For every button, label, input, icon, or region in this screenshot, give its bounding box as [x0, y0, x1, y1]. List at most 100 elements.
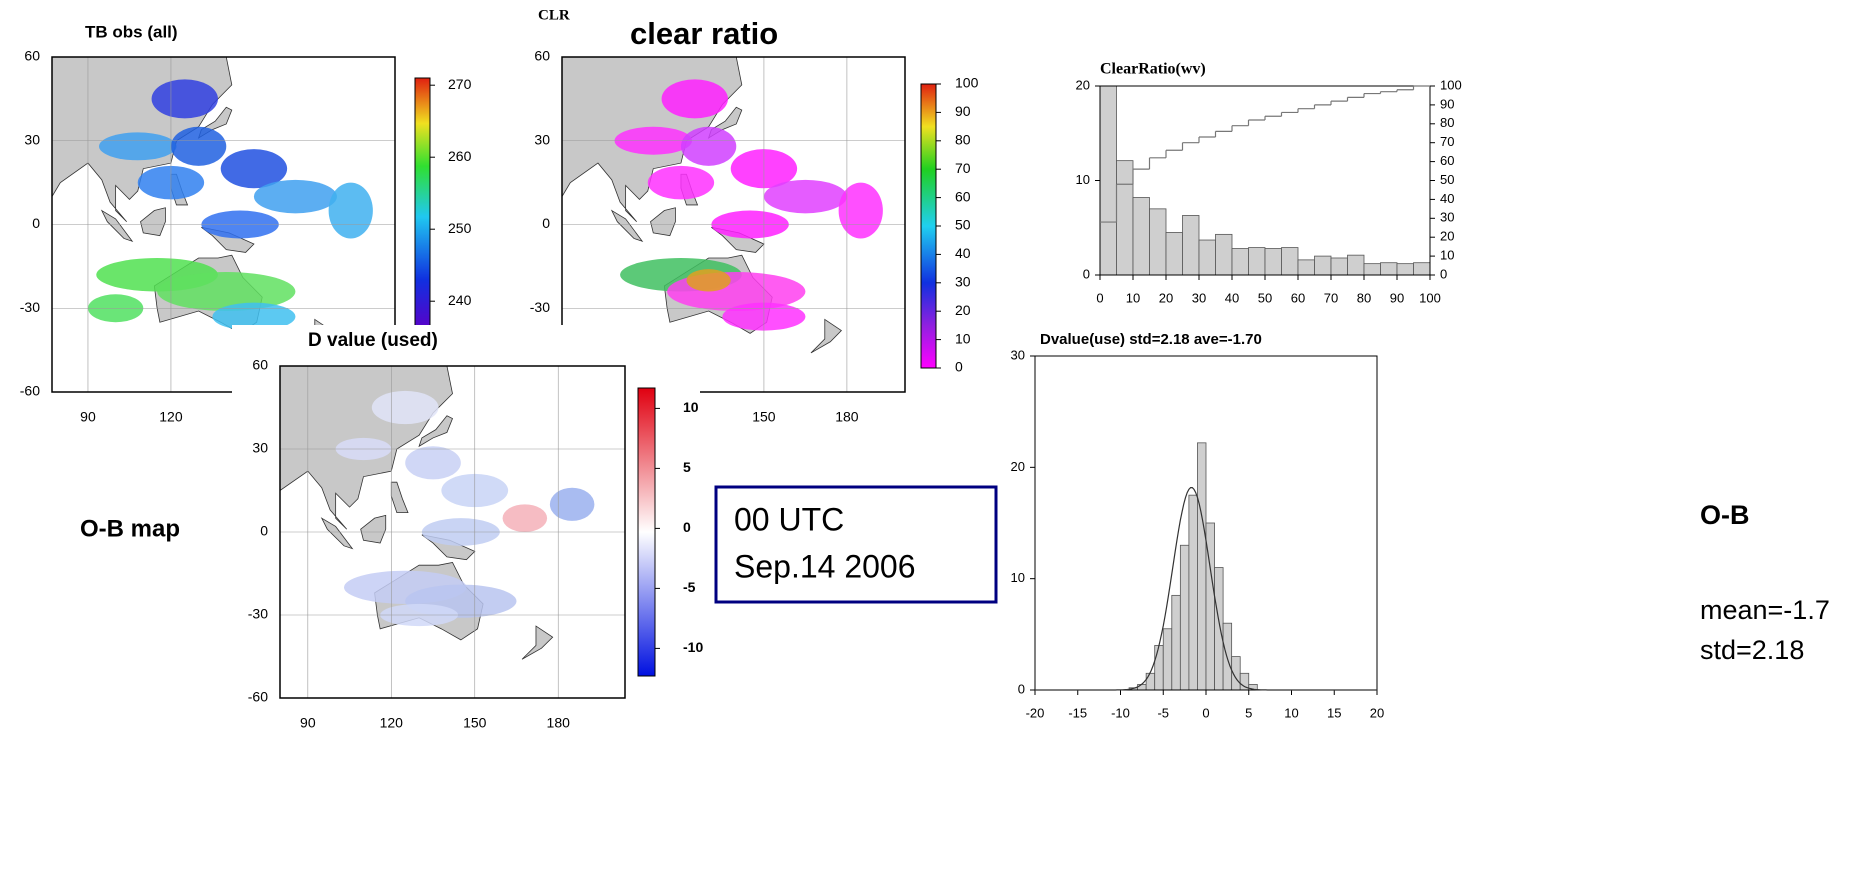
y2-tick-label: 30: [1440, 210, 1454, 225]
histogram-bar: [1165, 232, 1183, 276]
y-tick-label: 10: [1011, 570, 1025, 585]
y2-tick-label: 100: [1440, 77, 1462, 92]
x-tick-label: 30: [1192, 290, 1206, 305]
y-tick-label: 30: [252, 440, 268, 456]
y-tick-label: 60: [252, 357, 268, 373]
annotation: std=2.18: [1700, 635, 1804, 665]
y-tick-label: -60: [20, 383, 40, 399]
x-tick-label: 120: [159, 409, 183, 425]
y2-tick-label: 60: [1440, 153, 1454, 168]
y-tick-label: -30: [20, 299, 40, 315]
histogram-bar: [1281, 247, 1299, 276]
map-panel: 90 120 150 180 -60 -30 0 30 60 D value (used) -10 -…: [80, 325, 703, 871]
land: [650, 207, 676, 237]
x-tick-label: 150: [463, 715, 487, 731]
colorbar-label: 260: [448, 148, 472, 164]
observation-cluster: [170, 126, 227, 166]
colorbar-label: 40: [955, 245, 971, 261]
histogram-bar: [1132, 197, 1150, 276]
observation-cluster: [549, 487, 595, 521]
observation-cluster: [253, 179, 337, 214]
x-tick-label: 0: [1096, 290, 1103, 305]
y2-tick-label: 0: [1440, 266, 1447, 281]
land: [418, 415, 454, 448]
histogram-bar: [1179, 544, 1190, 691]
y-tick-label: 0: [1018, 681, 1025, 696]
observation-cluster: [371, 390, 439, 425]
y-tick-label: 60: [24, 48, 40, 64]
histogram-bar: [1248, 247, 1266, 276]
map-area: [52, 57, 395, 392]
y-tick-label: 0: [542, 215, 550, 231]
x-tick-label: 10: [1284, 705, 1298, 720]
x-tick-label: 70: [1324, 290, 1338, 305]
observation-cluster: [661, 79, 728, 119]
y-tick-label: 0: [1083, 266, 1090, 281]
colorbar-label: 20: [955, 302, 971, 318]
map-area: [280, 366, 625, 698]
colorbar: [637, 387, 656, 677]
x-tick-label: 20: [1370, 705, 1384, 720]
y2-tick-label: 70: [1440, 134, 1454, 149]
observation-cluster: [157, 271, 296, 312]
y-tick-label: 30: [534, 131, 550, 147]
observation-cluster: [686, 269, 731, 292]
observation-cluster: [405, 446, 461, 480]
observation-cluster: [763, 179, 847, 214]
histogram-bar: [1363, 263, 1381, 276]
map-title: D value (used): [308, 330, 438, 351]
x-tick-label: 180: [835, 409, 859, 425]
observation-cluster: [647, 165, 715, 200]
observation-cluster: [328, 182, 373, 239]
colorbar-label: -5: [683, 579, 696, 595]
colorbar-label: 100: [955, 75, 979, 91]
map-frame: [561, 56, 906, 393]
histogram-bar: [1380, 262, 1398, 276]
histogram-bar: [1099, 85, 1117, 276]
y2-tick-label: 50: [1440, 172, 1454, 187]
colorbar-label: 10: [955, 330, 971, 346]
colorbar-label: 80: [955, 132, 971, 148]
histogram-bar: [1198, 239, 1216, 276]
histogram-bar: [1264, 248, 1282, 276]
colorbar-label: 240: [448, 292, 472, 308]
histogram-bar: [1149, 208, 1167, 276]
y2-tick-label: 80: [1440, 115, 1454, 130]
colorbar-label: -10: [683, 639, 703, 655]
y-tick-label: -30: [530, 299, 550, 315]
colorbar-label: 60: [955, 188, 971, 204]
histogram-bar: [1314, 255, 1332, 276]
x-tick-label: 60: [1291, 290, 1305, 305]
histogram-bar: [1347, 254, 1365, 276]
observation-cluster: [99, 132, 177, 161]
histogram-bar: [1396, 263, 1414, 276]
land: [810, 318, 843, 354]
histogram-bar: [1330, 257, 1348, 276]
land: [521, 625, 554, 660]
histogram-bar: [1162, 628, 1173, 691]
histogram-bar: [1214, 567, 1224, 691]
colorbar-label: 30: [955, 274, 971, 290]
x-tick-label: 120: [380, 715, 404, 731]
land: [360, 514, 387, 544]
y-tick-label: 30: [1011, 347, 1025, 362]
land: [320, 517, 354, 550]
colorbar-label: 250: [448, 220, 472, 236]
land: [140, 207, 166, 237]
annotation: O-B: [1700, 500, 1750, 530]
annotation: O-B map: [80, 515, 180, 542]
y2-tick-label: 20: [1440, 229, 1454, 244]
histogram-bar: [1188, 494, 1198, 691]
x-tick-label: 20: [1159, 290, 1173, 305]
x-tick-label: 50: [1258, 290, 1272, 305]
time-text: Sep.14 2006: [734, 548, 916, 584]
map-frame: [51, 56, 396, 393]
y-tick-label: 60: [534, 48, 550, 64]
colorbar-label: 10: [683, 399, 699, 415]
x-tick-label: -10: [1111, 705, 1130, 720]
x-tick-label: 180: [547, 715, 571, 731]
map-panel: 90 120 -60 -30 0 30 60 TB obs (all) 240 250 260 270: [20, 22, 472, 424]
x-tick-label: 100: [1419, 290, 1441, 305]
colorbar-label: 270: [448, 76, 472, 92]
